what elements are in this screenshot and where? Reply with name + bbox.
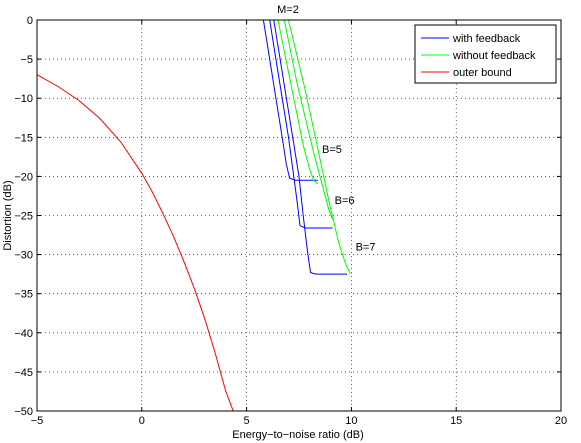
annotation-label: B=7 [356, 242, 376, 254]
series-line [262, 20, 318, 181]
series-line [277, 20, 319, 185]
chart-title: M=2 [277, 4, 299, 16]
y-tick-label: −5 [20, 54, 33, 66]
series-line [37, 74, 234, 411]
annotation-label: B=5 [322, 144, 342, 156]
x-axis-label: Energy−to−noise ratio (dB) [232, 429, 363, 441]
series-line [273, 20, 348, 275]
y-tick-label: −10 [14, 93, 33, 105]
x-tick-label: 0 [139, 415, 145, 427]
x-tick-label: 5 [244, 415, 250, 427]
y-tick-label: −35 [14, 289, 33, 301]
x-tick-label: 10 [345, 415, 357, 427]
y-tick-label: −15 [14, 132, 33, 144]
y-tick-label: −30 [14, 250, 33, 262]
y-tick-label: −45 [14, 367, 33, 379]
series-line [269, 20, 333, 229]
y-tick-label: −40 [14, 328, 33, 340]
y-axis-label: Distortion (dB) [2, 180, 14, 250]
legend-label: with feedback [452, 33, 521, 45]
series-line [288, 20, 351, 275]
y-tick-label: −50 [14, 406, 33, 418]
series-line [283, 20, 333, 220]
annotations: B=5 B=6 B=7 [322, 144, 375, 254]
y-tick-label: −25 [14, 211, 33, 223]
legend-label: outer bound [453, 67, 512, 79]
annotation-label: B=6 [335, 195, 355, 207]
ticks: −5 0 5 10 15 200−5−10−15−20−25−30−35−40−45−50 [14, 15, 567, 427]
series-layer [37, 20, 351, 411]
x-tick-label: 20 [555, 415, 567, 427]
x-tick-label: −5 [31, 415, 44, 427]
legend: with feedback without feedback outer bound [414, 24, 557, 84]
y-tick-label: −20 [14, 171, 33, 183]
legend-box [414, 24, 557, 84]
x-tick-label: 15 [450, 415, 462, 427]
y-tick-label: 0 [27, 15, 33, 27]
legend-label: without feedback [452, 50, 536, 62]
